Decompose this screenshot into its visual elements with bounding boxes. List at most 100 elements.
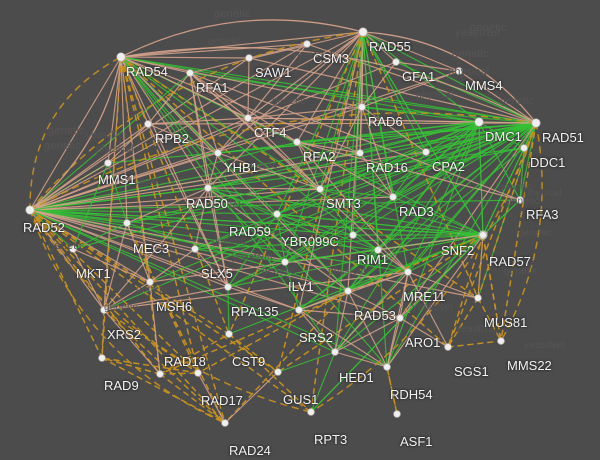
graph-node-cpa2[interactable] — [422, 148, 430, 156]
edge — [126, 187, 209, 224]
edge — [207, 121, 480, 189]
graph-node-rad57[interactable] — [479, 231, 487, 239]
edge — [189, 72, 521, 201]
graph-node-saw1[interactable] — [245, 54, 253, 62]
graph-node-rad54[interactable] — [116, 52, 126, 62]
curved-edge — [29, 56, 122, 211]
graph-node-csm3[interactable] — [303, 40, 311, 48]
edge — [296, 141, 409, 273]
edge — [159, 333, 230, 375]
graph-node-rad52[interactable] — [25, 205, 35, 215]
edge — [478, 121, 484, 236]
graph-node-gus1[interactable] — [274, 368, 282, 376]
graph-node-mre11[interactable] — [404, 268, 412, 276]
graph-node-xrs2[interactable] — [100, 306, 108, 314]
edge — [29, 209, 312, 413]
edge — [107, 56, 122, 164]
edge — [107, 162, 128, 224]
graph-node-sgs1[interactable] — [444, 343, 452, 351]
graph-node-rad59[interactable] — [273, 210, 281, 218]
edge — [194, 248, 229, 288]
graph-node-ctf4[interactable] — [244, 114, 252, 122]
edge — [359, 152, 394, 198]
graph-node-rad50[interactable] — [204, 184, 212, 192]
graph-node-rfa3[interactable] — [516, 196, 524, 204]
graph-node-rad55[interactable] — [358, 27, 368, 37]
edge — [298, 271, 409, 311]
edge — [120, 56, 379, 251]
graph-node-asf1[interactable] — [393, 410, 401, 418]
graph-node-rfa2[interactable] — [293, 138, 301, 146]
graph-node-smt3[interactable] — [316, 185, 324, 193]
graph-node-ddc1[interactable] — [520, 144, 528, 152]
graph-node-aro1[interactable] — [396, 314, 404, 322]
graph-node-rad51[interactable] — [531, 118, 541, 128]
edge — [276, 213, 379, 251]
graph-node-rad18[interactable] — [156, 370, 164, 378]
graph-node-mec3[interactable] — [123, 219, 131, 227]
edge — [101, 309, 105, 359]
graph-node-gfa1[interactable] — [392, 58, 400, 66]
edge — [194, 187, 209, 250]
graph-node-hed1[interactable] — [331, 348, 339, 356]
graph-node-mms22[interactable] — [497, 337, 505, 345]
graph-node-cst9[interactable] — [225, 330, 233, 338]
edge — [395, 61, 460, 72]
edge — [247, 117, 298, 143]
edge — [72, 162, 109, 250]
edge — [319, 188, 394, 198]
edge — [189, 72, 537, 124]
edge — [126, 222, 349, 292]
graph-node-rim1[interactable] — [374, 246, 382, 254]
edge — [189, 72, 229, 288]
graph-node-ybr099c[interactable] — [349, 231, 357, 239]
edge — [347, 249, 379, 292]
graph-node-rpb2[interactable] — [144, 120, 152, 128]
graph-node-rad6[interactable] — [358, 103, 366, 111]
edge — [227, 122, 537, 288]
edge — [101, 357, 226, 424]
graph-node-mus81[interactable] — [474, 294, 482, 302]
graph-node-rad24[interactable] — [221, 419, 229, 427]
graph-node-mkt1[interactable] — [69, 245, 77, 253]
edge — [217, 121, 480, 154]
graph-node-rad3[interactable] — [389, 193, 397, 201]
graph-node-rad16[interactable] — [356, 149, 364, 157]
graph-node-ilv1[interactable] — [281, 258, 289, 266]
edge — [126, 222, 199, 374]
edge — [147, 123, 229, 288]
edge — [296, 141, 394, 198]
edge — [319, 106, 363, 190]
graph-node-rad53[interactable] — [344, 287, 352, 295]
edge — [392, 151, 427, 198]
edge — [276, 213, 286, 263]
edge — [310, 31, 364, 413]
graph-node-rpt3[interactable] — [307, 408, 315, 416]
graph-node-slx5[interactable] — [191, 245, 199, 253]
edge — [224, 371, 279, 424]
graph-node-dmc1[interactable] — [474, 117, 484, 127]
graph-node-rfa1[interactable] — [186, 69, 194, 77]
edge — [482, 234, 502, 342]
graph-node-rpa135[interactable] — [224, 283, 232, 291]
graph-node-mms1[interactable] — [104, 159, 112, 167]
edge — [29, 209, 103, 359]
edge — [29, 188, 321, 211]
edge — [298, 309, 336, 353]
edge — [334, 234, 484, 353]
edge — [159, 234, 484, 375]
graph-node-srs2[interactable] — [295, 306, 303, 314]
graph-node-rad9[interactable] — [98, 354, 106, 362]
graph-node-msh6[interactable] — [146, 278, 154, 286]
edge — [29, 209, 300, 311]
curved-edge — [29, 209, 312, 413]
graph-node-rdh54[interactable] — [383, 363, 391, 371]
edge — [29, 209, 401, 319]
graph-node-rad17[interactable] — [194, 369, 202, 377]
graph-node-mms4[interactable] — [455, 67, 463, 75]
edge — [334, 317, 401, 353]
graph-node-yhb1[interactable] — [214, 149, 222, 157]
edge — [72, 122, 537, 250]
curved-edge — [120, 46, 537, 124]
